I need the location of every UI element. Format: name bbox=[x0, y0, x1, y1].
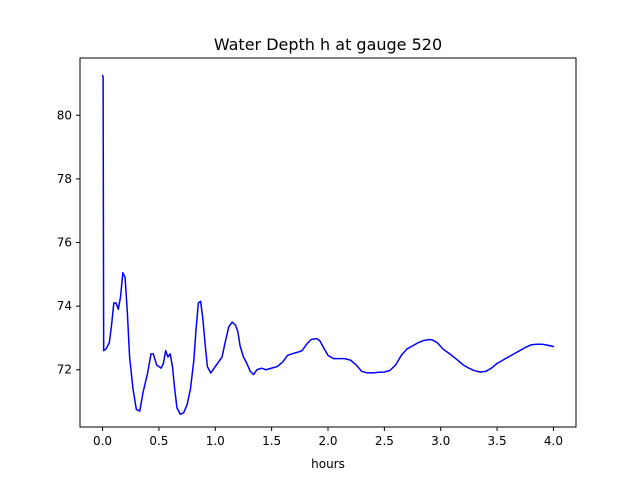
y-tick-label: 78 bbox=[57, 172, 72, 186]
x-tick-label: 2.0 bbox=[318, 434, 337, 448]
x-tick-label: 0.0 bbox=[93, 434, 112, 448]
plot-area bbox=[80, 58, 576, 427]
x-tick-label: 1.5 bbox=[262, 434, 281, 448]
x-axis-label: hours bbox=[311, 457, 345, 471]
series-layer bbox=[101, 74, 555, 416]
x-tick-label: 3.5 bbox=[488, 434, 507, 448]
x-tick-label: 0.5 bbox=[149, 434, 168, 448]
y-tick-label: 74 bbox=[57, 299, 72, 313]
series-line-water-depth bbox=[101, 74, 555, 416]
chart-title: Water Depth h at gauge 520 bbox=[214, 35, 442, 54]
x-tick-label: 1.0 bbox=[206, 434, 225, 448]
y-tick-label: 76 bbox=[57, 236, 72, 250]
x-tick-label: 3.0 bbox=[431, 434, 450, 448]
y-tick-label: 72 bbox=[57, 363, 72, 377]
y-axis: 72 74 76 78 80 bbox=[57, 108, 80, 377]
y-tick-label: 80 bbox=[57, 108, 72, 122]
x-axis: 0.0 0.5 1.0 1.5 2.0 2.5 3.0 3.5 4.0 bbox=[93, 427, 563, 448]
x-tick-label: 4.0 bbox=[544, 434, 563, 448]
x-tick-label: 2.5 bbox=[375, 434, 394, 448]
